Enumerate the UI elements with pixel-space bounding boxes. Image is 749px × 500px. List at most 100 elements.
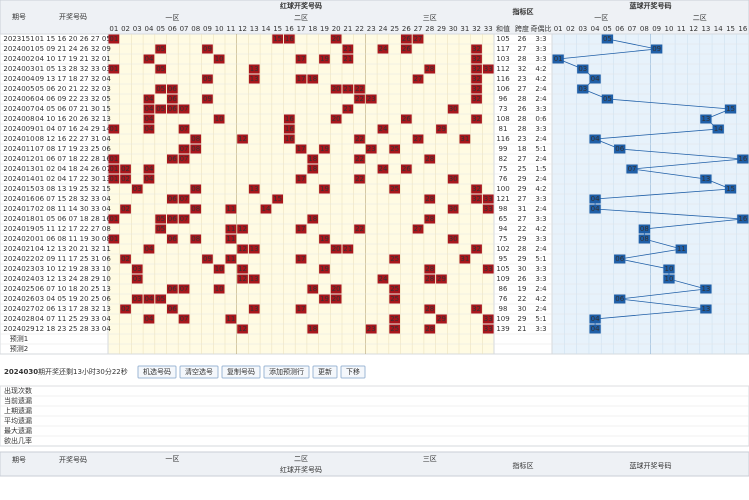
red-ball-label: 02 [121, 175, 130, 183]
red-ball-label: 25 [390, 185, 399, 193]
ratio: 3:3 [535, 235, 546, 243]
ratio: 2:4 [535, 205, 547, 213]
red-ball [389, 184, 400, 194]
toolbar-button[interactable] [340, 365, 366, 379]
red-col: 31 [460, 25, 469, 33]
stats-label: 最大遗漏 [4, 426, 32, 435]
red-ball-label: 31 [460, 255, 469, 263]
span: 22 [518, 295, 527, 303]
draw-numbers: 03 12 13 24 28 29 10 [35, 275, 111, 283]
red-ball-label: 33 [484, 205, 493, 213]
red-ball [424, 214, 436, 224]
red-ball [143, 104, 155, 114]
red-ball [319, 184, 330, 194]
toolbar-button[interactable] [312, 365, 338, 379]
red-ball-label: 05 [156, 215, 165, 223]
draw-numbers: 01 02 04 17 22 30 13 [35, 175, 111, 183]
red-ball [131, 264, 143, 274]
issue: 2024014 [3, 175, 35, 183]
red-ball [377, 44, 389, 54]
red-ball-label: 07 [180, 155, 189, 163]
blue-zone: 一区 [594, 14, 608, 22]
blue-ball [712, 124, 724, 134]
ratio: 4:2 [535, 295, 546, 303]
red-ball-label: 05 [156, 295, 165, 303]
toolbar-button[interactable] [179, 365, 219, 379]
zone-label: 一区 [165, 14, 179, 22]
red-ball [248, 304, 260, 314]
sum: 103 [496, 55, 509, 63]
span: 29 [518, 315, 527, 323]
zone-label: 三区 [423, 14, 437, 22]
blue-ball [589, 194, 601, 204]
issue: 2024008 [3, 115, 34, 123]
red-ball [482, 314, 494, 324]
draw-numbers: 05 06 20 21 22 32 03 [35, 85, 111, 93]
blue-ball-label: 06 [615, 145, 624, 153]
red-ball-label: 28 [425, 275, 434, 283]
toolbar-button[interactable] [263, 365, 310, 379]
toolbar-button-label: 添加预测行 [269, 367, 304, 376]
red-ball-label: 19 [320, 295, 329, 303]
ratio: 3:3 [535, 215, 546, 223]
red-ball-label: 04 [144, 295, 153, 303]
red-ball-label: 16 [285, 115, 294, 123]
blue-col: 15 [726, 25, 735, 33]
red-ball-label: 23 [367, 325, 376, 333]
red-ball-label: 32 [472, 55, 481, 63]
red-ball-label: 05 [156, 85, 165, 93]
red-ball [424, 64, 436, 74]
red-ball [120, 174, 131, 184]
red-ball-label: 18 [308, 155, 317, 163]
red-ball [202, 94, 213, 104]
red-ball-label: 26 [402, 45, 411, 53]
red-ball-label: 22 [355, 225, 364, 233]
toolbar-button[interactable] [221, 365, 261, 379]
red-ball-label: 27 [414, 75, 423, 83]
header-numbers: 开奖号码 [59, 12, 87, 21]
red-ball-label: 21 [343, 105, 352, 113]
red-ball [354, 94, 365, 104]
red-ball [401, 164, 412, 174]
red-ball [412, 134, 424, 144]
red-ball [354, 154, 365, 164]
red-ball [424, 324, 436, 334]
blue-ball-label: 06 [615, 255, 624, 263]
issue: 2024003 [3, 65, 34, 73]
red-ball [365, 324, 377, 334]
red-ball [143, 244, 155, 254]
ratio: 3:3 [535, 125, 546, 133]
blue-zone: 二区 [693, 14, 707, 22]
red-ball-label: 17 [297, 175, 306, 183]
red-ball [143, 114, 155, 124]
span: 29 [518, 185, 527, 193]
red-ball-label: 21 [343, 55, 352, 63]
red-ball [307, 214, 319, 224]
sum: 102 [496, 245, 509, 253]
stats-label: 当前遗漏 [4, 396, 32, 405]
red-ball-label: 08 [191, 235, 200, 243]
red-ball-label: 06 [168, 155, 177, 163]
red-ball [260, 204, 272, 214]
red-ball [424, 154, 436, 164]
red-ball-label: 06 [168, 235, 177, 243]
toolbar-button-label: 下移 [346, 367, 360, 376]
red-ball [248, 244, 260, 254]
red-ball [248, 274, 260, 284]
red-ball-label: 02 [121, 255, 130, 263]
footer-issue: 期号 [12, 456, 26, 464]
span: 28 [518, 125, 527, 133]
red-ball-label: 04 [144, 105, 153, 113]
red-ball [342, 54, 354, 64]
blue-col: 10 [665, 25, 674, 33]
issue: 2024015 [3, 185, 34, 193]
red-ball [143, 54, 155, 64]
span: 25 [518, 165, 527, 173]
red-ball-label: 24 [378, 165, 387, 173]
red-col: 16 [285, 25, 294, 33]
red-ball-label: 22 [355, 95, 364, 103]
toolbar-button[interactable] [137, 365, 177, 379]
blue-ball-label: 09 [652, 45, 661, 53]
draw-numbers: 09 13 17 18 27 32 04 [35, 75, 111, 83]
red-col: 19 [320, 25, 329, 33]
